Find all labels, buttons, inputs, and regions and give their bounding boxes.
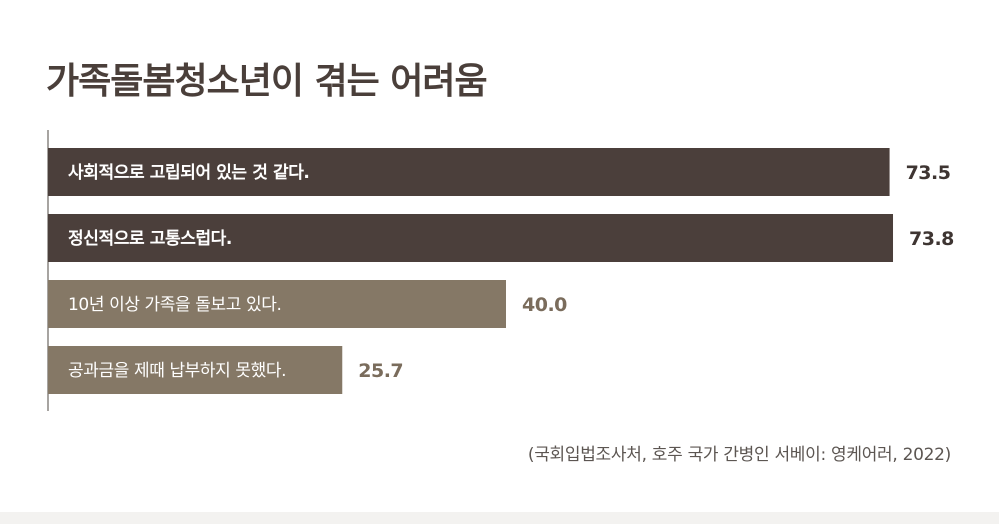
bar-chart: 사회적으로 고립되어 있는 것 같다. 73.5 정신적으로 고통스럽다. 73.8 1… bbox=[47, 130, 955, 411]
value-label-2: 73.8 bbox=[909, 228, 954, 250]
value-label-4: 25.7 bbox=[358, 360, 403, 382]
bar-1 bbox=[48, 148, 890, 196]
bar-3 bbox=[48, 280, 506, 328]
bar-2 bbox=[48, 214, 894, 262]
value-label-1: 73.5 bbox=[906, 162, 951, 184]
value-label-3: 40.0 bbox=[522, 294, 567, 316]
chart-card: 가족돌봄청소년이 겪는 어려움 사회적으로 고립되어 있는 것 같다. 73.5 정… bbox=[0, 0, 999, 512]
source-note: (국회입법조사처, 호주 국가 간병인 서베이: 영케어러, 2022) bbox=[527, 445, 951, 465]
chart-title: 가족돌봄청소년이 겪는 어려움 bbox=[46, 61, 488, 102]
category-label-3: 10년 이상 가족을 돌보고 있다. bbox=[68, 295, 282, 315]
category-label-1: 사회적으로 고립되어 있는 것 같다. bbox=[68, 163, 310, 183]
bar-4 bbox=[48, 346, 343, 394]
category-label-4: 공과금을 제때 납부하지 못했다. bbox=[68, 361, 286, 381]
category-label-2: 정신적으로 고통스럽다. bbox=[68, 229, 232, 249]
